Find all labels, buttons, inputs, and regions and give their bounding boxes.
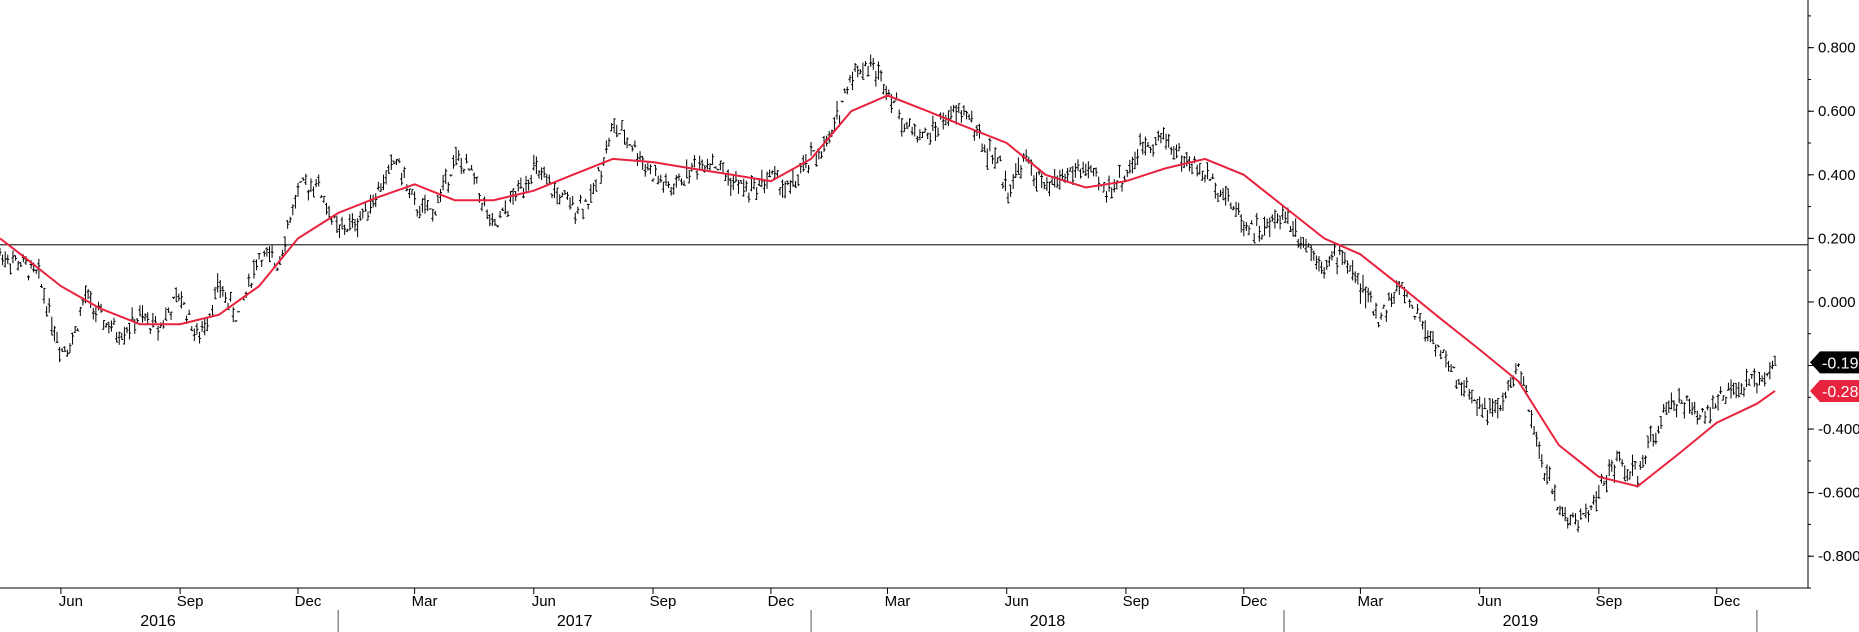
year-label: 2018 — [1030, 613, 1066, 630]
x-tick-label: Sep — [650, 593, 677, 610]
x-tick-label: Jun — [1478, 593, 1502, 610]
y-tick-label: 0.200 — [1818, 230, 1856, 247]
moving-average-line — [0, 94, 1776, 488]
x-tick-label: Sep — [177, 593, 204, 610]
x-tick-label: Jun — [532, 593, 556, 610]
x-tick-label: Mar — [412, 593, 438, 610]
y-tick-label: -0.600 — [1818, 485, 1859, 502]
y-tick-label: 0.800 — [1818, 40, 1856, 57]
x-tick-label: Dec — [1713, 593, 1740, 610]
x-tick-label: Dec — [295, 593, 322, 610]
y-tick-label: -0.400 — [1818, 421, 1859, 438]
y-tick-label: -0.800 — [1818, 548, 1859, 565]
year-label: 2016 — [140, 613, 176, 630]
x-tick-label: Sep — [1123, 593, 1150, 610]
x-tick-label: Mar — [1358, 593, 1384, 610]
y-tick-label: 0.600 — [1818, 103, 1856, 120]
y-tick-label: 0.400 — [1818, 167, 1856, 184]
x-tick-label: Mar — [885, 593, 911, 610]
year-label: 2017 — [557, 613, 593, 630]
x-tick-label: Sep — [1595, 593, 1622, 610]
y-tick-label: 0.000 — [1818, 294, 1856, 311]
last-value-badge: -0.19 — [1810, 351, 1859, 374]
last-value-text: -0.19 — [1822, 355, 1859, 372]
price-series — [0, 54, 1777, 533]
x-tick-label: Jun — [59, 593, 83, 610]
moving-average-badge: -0.28 — [1810, 379, 1859, 402]
x-tick-label: Dec — [1240, 593, 1267, 610]
moving-average-value-text: -0.28 — [1822, 384, 1859, 401]
x-tick-label: Jun — [1005, 593, 1029, 610]
year-label: 2019 — [1503, 613, 1539, 630]
x-tick-label: Dec — [768, 593, 795, 610]
